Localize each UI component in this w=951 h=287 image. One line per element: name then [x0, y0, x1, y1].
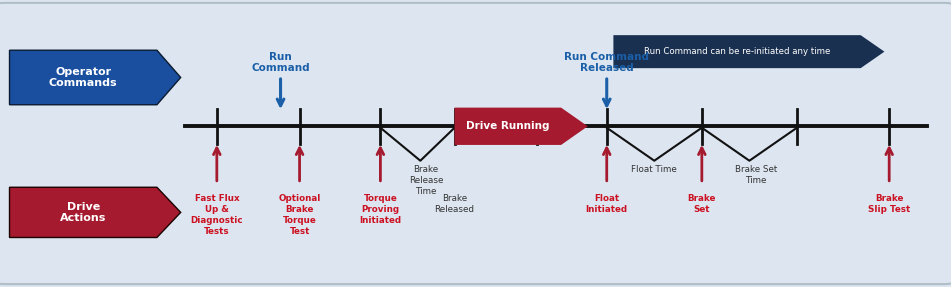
Text: Brake Set
Time: Brake Set Time: [735, 165, 777, 185]
Polygon shape: [455, 108, 588, 145]
Text: Drive Running: Drive Running: [466, 121, 550, 131]
Polygon shape: [613, 35, 884, 68]
Text: Brake
Set: Brake Set: [688, 194, 716, 214]
Polygon shape: [10, 187, 181, 238]
Text: Fast Flux
Up &
Diagnostic
Tests: Fast Flux Up & Diagnostic Tests: [190, 194, 243, 236]
FancyBboxPatch shape: [0, 3, 951, 284]
Text: Run Command can be re-initiated any time: Run Command can be re-initiated any time: [644, 47, 830, 56]
Text: Torque
Proving
Initiated: Torque Proving Initiated: [359, 194, 401, 225]
Text: Run Command
Released: Run Command Released: [564, 52, 650, 73]
Polygon shape: [10, 50, 181, 105]
Text: Operator
Commands: Operator Commands: [49, 67, 118, 88]
Text: Optional
Brake
Torque
Test: Optional Brake Torque Test: [279, 194, 320, 236]
Text: Brake
Released: Brake Released: [435, 194, 475, 214]
Text: Brake
Slip Test: Brake Slip Test: [868, 194, 910, 214]
Text: Drive
Actions: Drive Actions: [60, 201, 107, 223]
Text: Float
Initiated: Float Initiated: [586, 194, 628, 214]
Text: Brake
Release
Time: Brake Release Time: [409, 165, 443, 196]
Text: Run
Command: Run Command: [251, 52, 310, 73]
Text: Float Time: Float Time: [631, 165, 677, 174]
